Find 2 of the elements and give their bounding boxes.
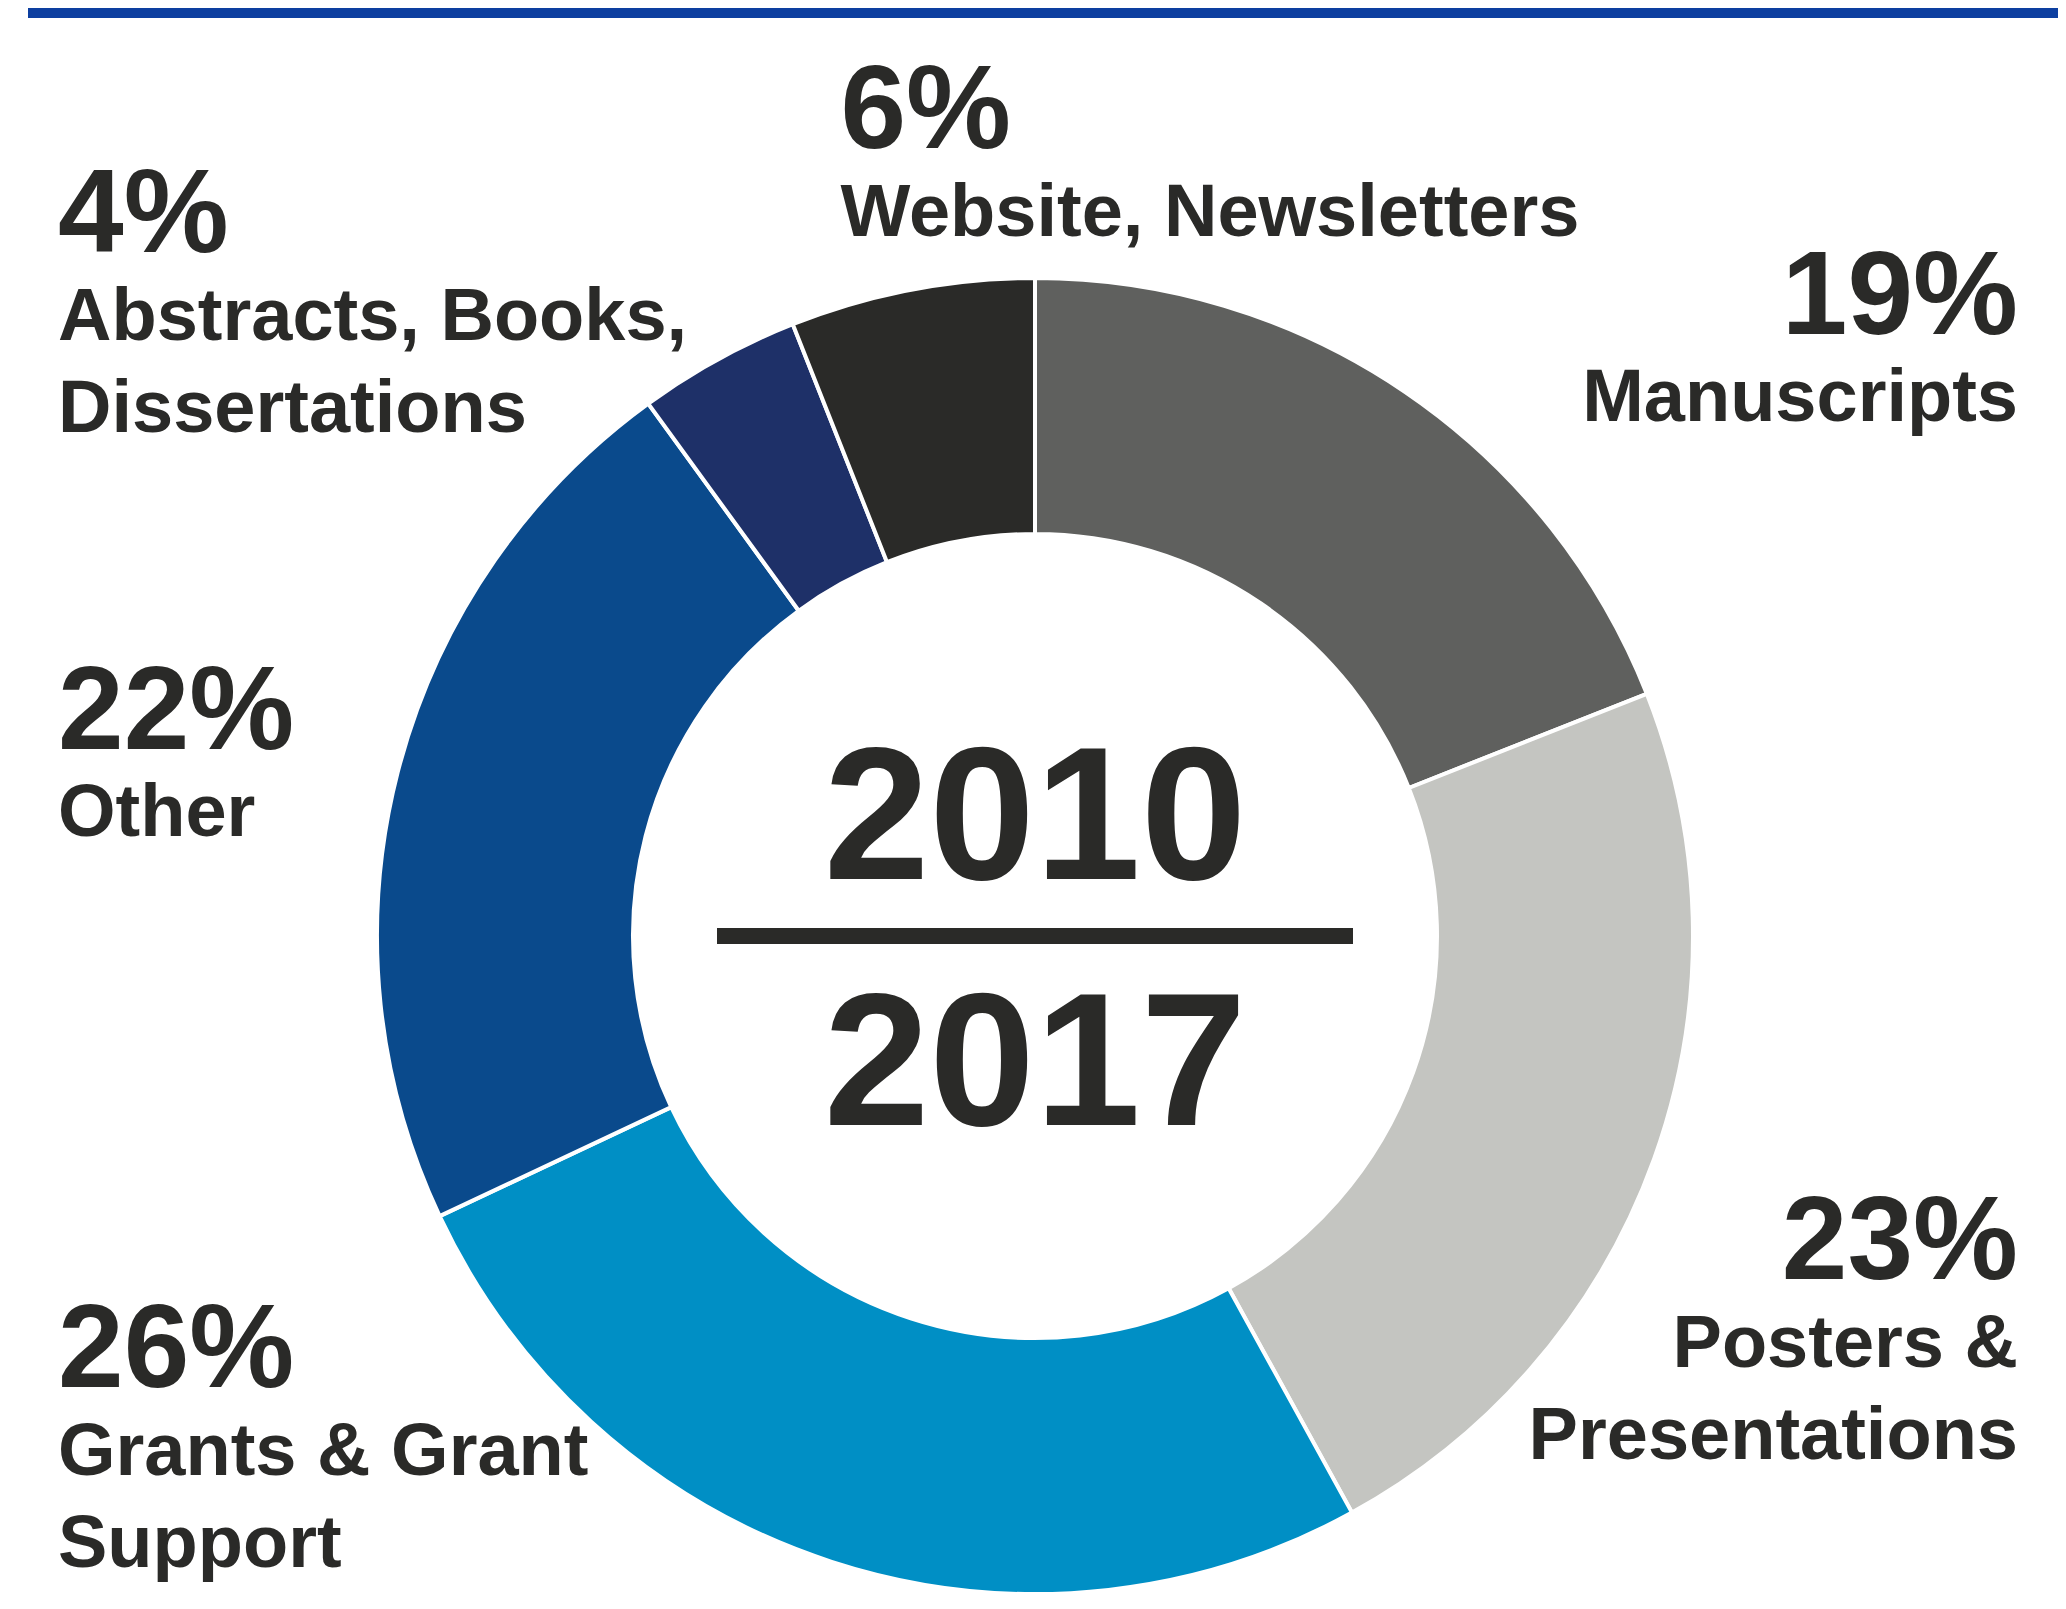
text: 2017 [823, 953, 1247, 1165]
text: 2010 [823, 707, 1247, 919]
